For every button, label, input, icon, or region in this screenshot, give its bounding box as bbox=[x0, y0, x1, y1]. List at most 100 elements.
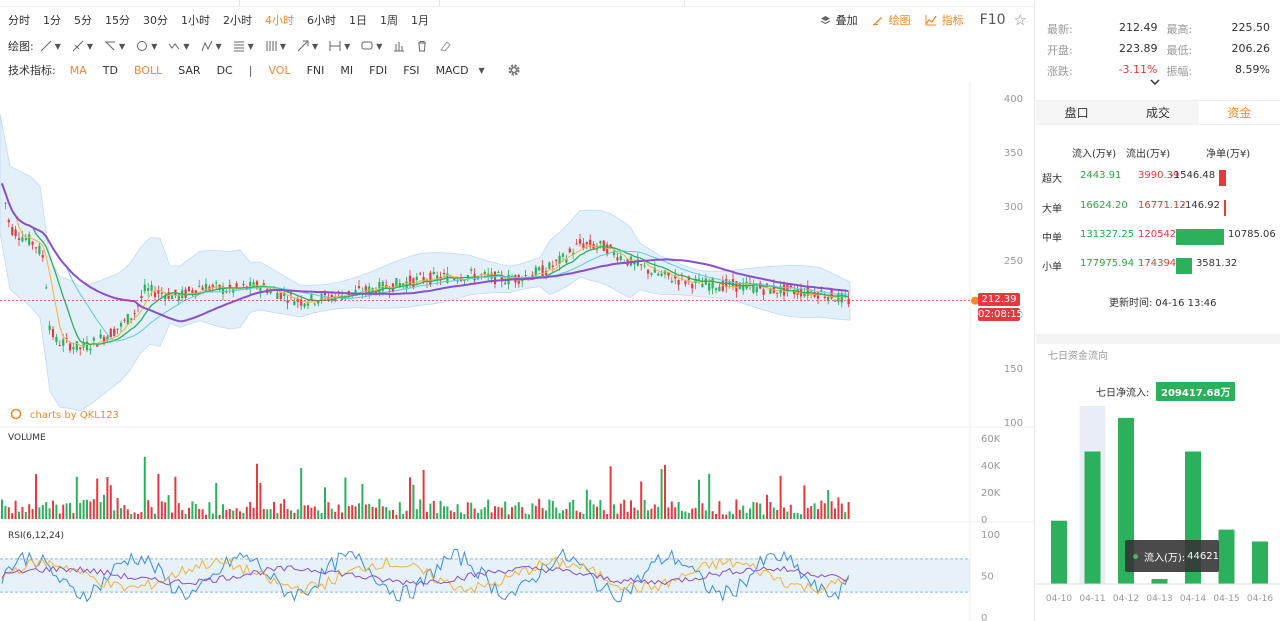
measure-tool[interactable] bbox=[393, 40, 405, 52]
volume-bar bbox=[65, 503, 68, 519]
flow-row: 大单 16624.20 16771.12 -146.92 bbox=[1036, 200, 1280, 220]
star-icon[interactable]: ☆ bbox=[1013, 11, 1027, 29]
flow-bar[interactable] bbox=[1084, 451, 1101, 584]
overlay-button[interactable]: 叠加 bbox=[820, 12, 858, 28]
moving-average-line bbox=[1, 183, 849, 323]
indicator-dc[interactable]: DC bbox=[216, 63, 233, 77]
timeframe-11[interactable]: 1月 bbox=[411, 14, 429, 27]
candle-body bbox=[344, 295, 347, 298]
timeframe-9[interactable]: 1日 bbox=[349, 14, 367, 27]
timeframe-1[interactable]: 1分 bbox=[43, 14, 61, 27]
timeframe-10[interactable]: 1周 bbox=[380, 14, 398, 27]
candle-body bbox=[293, 301, 296, 306]
volume-bar bbox=[228, 508, 231, 519]
timeframe-2[interactable]: 5分 bbox=[74, 14, 92, 27]
indicator-row-label: 技术指标: bbox=[8, 64, 56, 77]
volume-bar bbox=[123, 505, 126, 519]
indicator-vol[interactable]: VOL bbox=[268, 63, 291, 77]
candle-body bbox=[364, 286, 367, 293]
seven-day-bar-chart[interactable]: 04-10 04-11 04-12 04-13 04-14 04-15 04-16 bbox=[1036, 398, 1280, 618]
indicator-mi[interactable]: MI bbox=[340, 63, 354, 77]
volume-bar bbox=[626, 511, 629, 519]
volume-bar bbox=[514, 505, 517, 519]
eraser-tool[interactable] bbox=[439, 40, 452, 52]
candle-body bbox=[769, 287, 772, 294]
timeframe-8[interactable]: 6小时 bbox=[307, 14, 336, 27]
top-tab[interactable] bbox=[440, 0, 685, 7]
indicator-fsi[interactable]: FSI bbox=[403, 63, 420, 77]
delete-tool[interactable] bbox=[416, 40, 428, 52]
indicator-macd[interactable]: MACD bbox=[435, 63, 469, 77]
indicator-sar[interactable]: SAR bbox=[178, 63, 201, 77]
pattern-tool[interactable]: ▼ bbox=[201, 40, 222, 52]
volume-bar bbox=[164, 502, 167, 519]
indicator-td[interactable]: TD bbox=[102, 63, 118, 77]
volume-bar bbox=[1, 499, 3, 519]
flow-bar[interactable] bbox=[1151, 579, 1168, 584]
candle-body bbox=[286, 300, 289, 303]
volume-bar bbox=[283, 499, 286, 519]
date-label: 04-15 bbox=[1213, 594, 1239, 604]
timeframe-7[interactable]: 4小时 bbox=[265, 14, 294, 27]
f10-button[interactable]: F10 bbox=[979, 12, 1006, 28]
timeframe-4[interactable]: 30分 bbox=[143, 14, 168, 27]
volume-bar bbox=[395, 514, 398, 519]
indicator-ma[interactable]: MA bbox=[69, 63, 87, 77]
candle-body bbox=[7, 219, 10, 223]
indicator-fni[interactable]: FNI bbox=[306, 63, 325, 77]
ray-tool[interactable]: ▼ bbox=[72, 40, 93, 52]
volume-bar bbox=[793, 512, 796, 519]
volume-bar bbox=[735, 499, 738, 519]
top-tab[interactable] bbox=[240, 0, 440, 7]
timeframe-0[interactable]: 分时 bbox=[8, 14, 30, 27]
chevron-down-icon[interactable] bbox=[1150, 78, 1160, 86]
volume-bar bbox=[670, 501, 673, 519]
candle-body bbox=[772, 285, 775, 293]
gann-tool[interactable]: ▼ bbox=[265, 40, 286, 52]
volume-bar bbox=[337, 504, 340, 519]
draw-button[interactable]: 绘图 bbox=[872, 12, 911, 28]
indicator-boll[interactable]: BOLL bbox=[133, 63, 163, 77]
indicator-dropdown-caret[interactable]: ▼ bbox=[478, 65, 485, 75]
tab-2[interactable]: 资金 bbox=[1198, 101, 1280, 124]
volume-bar bbox=[106, 476, 109, 519]
candle-body bbox=[306, 303, 310, 306]
price-tick: 300 bbox=[1004, 202, 1023, 213]
volume-bar bbox=[820, 500, 823, 519]
tab-1[interactable]: 成交 bbox=[1145, 106, 1170, 120]
candle-body bbox=[728, 280, 731, 285]
timeframe-6[interactable]: 2小时 bbox=[223, 14, 252, 27]
candle-body bbox=[41, 255, 44, 258]
top-tab-strip bbox=[0, 0, 1035, 7]
wave-tool[interactable]: ▼ bbox=[168, 40, 190, 52]
volume-bar bbox=[609, 466, 612, 519]
top-tab[interactable] bbox=[0, 0, 240, 7]
candlestick-chart[interactable]: 400350300250200150100charts by QKL123VOL… bbox=[0, 82, 1035, 621]
gear-icon[interactable] bbox=[507, 63, 521, 77]
volume-bar bbox=[208, 502, 211, 519]
flow-bar[interactable] bbox=[1218, 529, 1235, 584]
candle-body bbox=[24, 238, 27, 240]
timeframe-5[interactable]: 1小时 bbox=[181, 14, 210, 27]
range-tool[interactable]: ▼ bbox=[329, 40, 350, 52]
circle-tool[interactable]: ▼ bbox=[136, 40, 157, 52]
note-tool[interactable]: ▼ bbox=[361, 40, 382, 52]
fib-tool[interactable]: ▼ bbox=[233, 40, 254, 52]
update-value: 04-16 13:46 bbox=[1155, 298, 1217, 309]
candle-body bbox=[442, 273, 446, 275]
volume-bar bbox=[602, 510, 605, 519]
indicator-button[interactable]: 指标 bbox=[925, 12, 964, 28]
flow-bar[interactable] bbox=[1051, 520, 1067, 584]
line-tool[interactable]: ▼ bbox=[40, 40, 61, 52]
indicator-fdi[interactable]: FDI bbox=[369, 63, 388, 77]
volume-bar bbox=[188, 507, 190, 519]
arrow-tool[interactable]: ▼ bbox=[297, 40, 318, 52]
candle-body bbox=[436, 275, 439, 280]
flow-bar[interactable] bbox=[1252, 541, 1268, 584]
channel-tool[interactable]: ▼ bbox=[104, 40, 125, 52]
volume-bar bbox=[92, 499, 95, 519]
tab-0[interactable]: 盘口 bbox=[1064, 106, 1089, 120]
timeframe-3[interactable]: 15分 bbox=[105, 14, 130, 27]
volume-bar bbox=[511, 507, 513, 519]
candle-body bbox=[123, 319, 126, 321]
